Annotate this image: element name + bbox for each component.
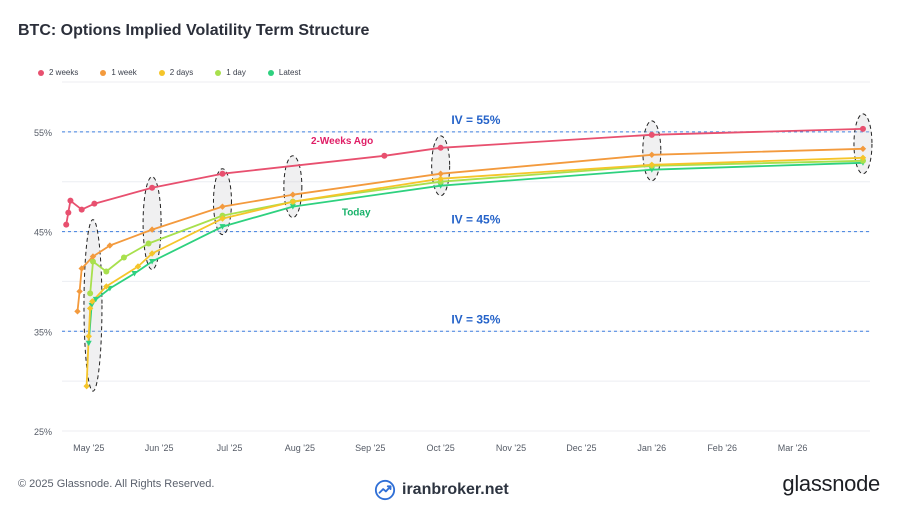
data-point (649, 132, 655, 138)
x-tick-label: Jul '25 (217, 443, 243, 453)
data-point (146, 241, 152, 247)
y-tick-label: 35% (34, 327, 52, 337)
series-line-1-week (78, 149, 864, 311)
chart-annotation: Today (342, 208, 371, 219)
trend-chart-icon (374, 479, 396, 501)
watermark: iranbroker.net (374, 479, 509, 501)
data-point (79, 207, 85, 213)
x-tick-label: Feb '26 (707, 443, 737, 453)
data-point (63, 222, 69, 228)
copyright-text: © 2025 Glassnode. All Rights Reserved. (18, 478, 214, 490)
reference-line-label: IV = 45% (451, 213, 500, 227)
data-point (219, 171, 225, 177)
brand-logo-text: glassnode (782, 471, 880, 497)
x-tick-label: Dec '25 (566, 443, 596, 453)
x-tick-label: Mar '26 (778, 443, 808, 453)
data-point (74, 308, 80, 314)
x-tick-label: Aug '25 (285, 443, 315, 453)
data-point (860, 126, 866, 132)
x-tick-label: Nov '25 (496, 443, 526, 453)
reference-line-label: IV = 55% (451, 113, 500, 127)
x-tick-label: Oct '25 (427, 443, 455, 453)
series-line-2-days (87, 158, 863, 386)
data-point (121, 254, 127, 260)
y-tick-label: 55% (34, 128, 52, 138)
data-point (381, 153, 387, 159)
x-tick-label: Sep '25 (355, 443, 385, 453)
data-point (149, 185, 155, 191)
reference-line-label: IV = 35% (451, 312, 500, 326)
y-tick-label: 25% (34, 427, 52, 437)
y-tick-label: 45% (34, 228, 52, 238)
data-point (65, 210, 71, 216)
data-point (76, 288, 82, 294)
data-point (67, 198, 73, 204)
data-point (83, 383, 89, 389)
x-tick-label: May '25 (73, 443, 104, 453)
data-point (87, 290, 93, 296)
data-point (438, 145, 444, 151)
x-tick-label: Jan '26 (637, 443, 666, 453)
watermark-text: iranbroker.net (402, 481, 509, 499)
x-tick-label: Jun '25 (145, 443, 174, 453)
chart-annotation: 2-Weeks Ago (311, 136, 373, 147)
data-point (103, 268, 109, 274)
data-point (91, 201, 97, 207)
